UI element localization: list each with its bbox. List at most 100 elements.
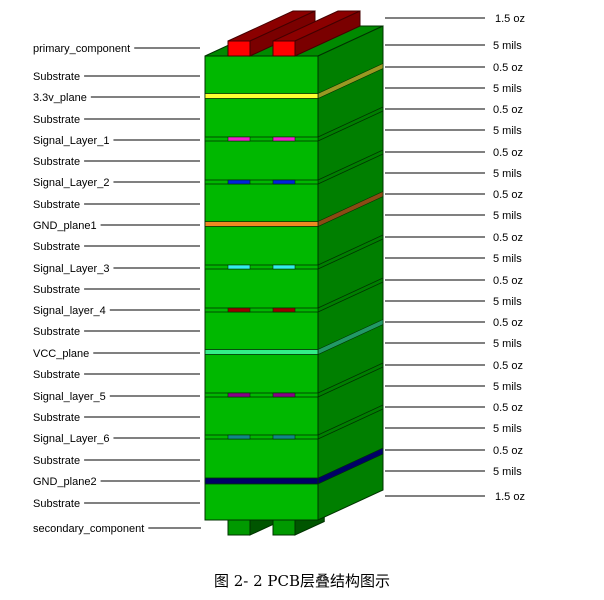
signal-side-line: [317, 366, 384, 398]
signal-side-line: [317, 149, 384, 181]
right-label: 0.5 oz: [493, 189, 523, 201]
signal-trace: [272, 307, 296, 313]
left-label: 3.3v_plane: [33, 92, 87, 104]
signal-side-line: [317, 404, 384, 436]
bottom-component-pad: [272, 519, 296, 536]
plane-band: [204, 93, 319, 99]
signal-band: [204, 392, 319, 398]
left-label: secondary_component: [33, 523, 144, 535]
left-label: Substrate: [33, 369, 80, 381]
signal-side-line: [317, 277, 384, 309]
signal-side-line: [317, 362, 384, 394]
left-label: Substrate: [33, 114, 80, 126]
left-label: Substrate: [33, 498, 80, 510]
left-label: Signal_Layer_2: [33, 177, 109, 189]
left-label: Signal_layer_5: [33, 391, 106, 403]
right-label: 5 mils: [493, 83, 522, 95]
right-label: 5 mils: [493, 423, 522, 435]
layer-signal-layer-4: [204, 277, 384, 313]
right-label: 5 mils: [493, 338, 522, 350]
signal-side-line: [317, 238, 384, 270]
signal-side-line: [317, 106, 384, 138]
right-label: 5 mils: [493, 466, 522, 478]
right-label: 0.5 oz: [493, 317, 523, 329]
left-label: GND_plane2: [33, 476, 97, 488]
left-label: GND_plane1: [33, 220, 97, 232]
right-label: 5 mils: [493, 296, 522, 308]
pcb-stackup-diagram: primary_component Substrate 3.3v_plane Subs…: [33, 10, 525, 536]
signal-trace: [227, 264, 251, 270]
right-label: 1.5 oz: [495, 13, 525, 25]
right-label: 1.5 oz: [495, 491, 525, 503]
left-label: Substrate: [33, 284, 80, 296]
signal-side-line: [317, 234, 384, 266]
right-label: 0.5 oz: [493, 232, 523, 244]
left-label: Substrate: [33, 455, 80, 467]
signal-side-line: [317, 408, 384, 440]
left-label: Signal_Layer_6: [33, 433, 109, 445]
plane-band: [204, 221, 319, 227]
board-3d: [204, 10, 384, 536]
top-component-pad: [227, 40, 251, 57]
right-label: 5 mils: [493, 253, 522, 265]
board-front-face: [204, 55, 319, 521]
left-label: Signal_layer_4: [33, 305, 106, 317]
signal-side-line: [317, 110, 384, 142]
signal-trace: [227, 434, 251, 440]
right-label: 0.5 oz: [493, 402, 523, 414]
signal-band: [204, 179, 319, 185]
signal-trace: [272, 264, 296, 270]
signal-side-line: [317, 281, 384, 313]
left-label: Substrate: [33, 156, 80, 168]
signal-trace: [227, 307, 251, 313]
right-label: 0.5 oz: [493, 275, 523, 287]
signal-band: [204, 434, 319, 440]
signal-trace: [272, 179, 296, 185]
signal-side-line: [317, 153, 384, 185]
layer-vcc-plane: [204, 319, 384, 355]
right-label: 0.5 oz: [493, 445, 523, 457]
right-label: 5 mils: [493, 381, 522, 393]
signal-band: [204, 307, 319, 313]
left-label: Substrate: [33, 412, 80, 424]
layer-gnd-plane2: [204, 447, 384, 485]
left-label: Substrate: [33, 241, 80, 253]
left-label: VCC_plane: [33, 348, 89, 360]
board-side-face: [317, 25, 384, 521]
signal-trace: [227, 392, 251, 398]
left-label: Signal_Layer_1: [33, 135, 109, 147]
signal-trace: [272, 392, 296, 398]
right-label: 0.5 oz: [493, 104, 523, 116]
layer-3-3v-plane: [204, 63, 384, 99]
top-component-pad: [272, 40, 296, 57]
left-labels: primary_component Substrate 3.3v_plane Subs…: [33, 43, 201, 535]
right-label: 0.5 oz: [493, 360, 523, 372]
layer-gnd-plane1: [204, 191, 384, 227]
right-label: 5 mils: [493, 210, 522, 222]
layer-signal-layer-5: [204, 362, 384, 398]
signal-band: [204, 136, 319, 142]
layer-signal-layer-3: [204, 234, 384, 270]
layer-signal-layer-6: [204, 404, 384, 440]
right-label: 5 mils: [493, 168, 522, 180]
right-label: 5 mils: [493, 125, 522, 137]
layer-signal-layer-2: [204, 149, 384, 185]
signal-trace: [227, 179, 251, 185]
signal-trace: [272, 434, 296, 440]
bottom-component-pad: [227, 519, 251, 536]
layer-signal-layer-1: [204, 106, 384, 142]
figure-caption: 图 2- 2 PCB层叠结构图示: [213, 572, 391, 590]
plane-band: [204, 349, 319, 355]
signal-band: [204, 264, 319, 270]
left-label: Signal_Layer_3: [33, 263, 109, 275]
signal-trace: [227, 136, 251, 142]
left-label: primary_component: [33, 43, 130, 55]
plane-band: [204, 477, 319, 485]
left-label: Substrate: [33, 71, 80, 83]
right-label: 0.5 oz: [493, 147, 523, 159]
signal-trace: [272, 136, 296, 142]
right-label: 5 mils: [493, 40, 522, 52]
left-label: Substrate: [33, 199, 80, 211]
left-label: Substrate: [33, 326, 80, 338]
